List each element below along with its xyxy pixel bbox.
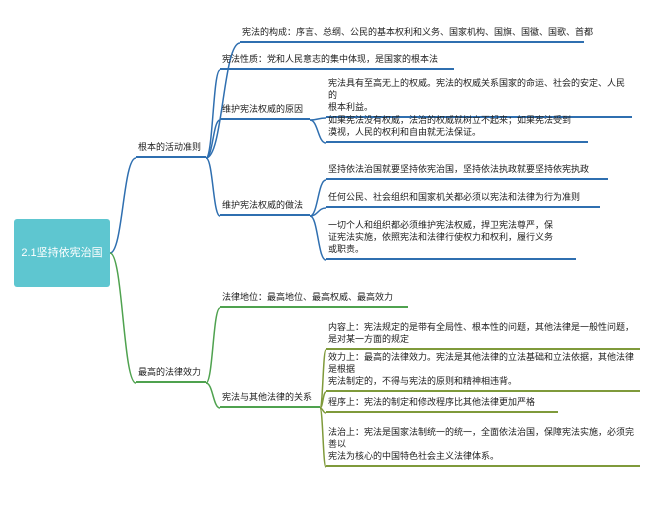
edge <box>310 208 326 216</box>
branch-node-B: 最高的法律效力 <box>136 365 206 383</box>
branch-node-B2d: 法治上：宪法是国家法制统一的统一，全面依法治国，保障宪法实施，必须完善以 宪法为… <box>326 425 640 467</box>
edge <box>310 120 326 143</box>
branch-node-A4c: 一切个人和组织都必须维护宪法权威，捍卫宪法尊严，保 证宪法实施，依照宪法和法律行… <box>326 218 576 260</box>
edge <box>206 308 220 383</box>
branch-node-B2: 宪法与其他法律的关系 <box>220 390 320 408</box>
edge <box>310 180 326 216</box>
leaf-node-A1: 宪法的构成：序言、总纲、公民的基本权利和义务、国家机构、国旗、国徽、国歌、首都 <box>240 25 584 43</box>
branch-node-B2a: 内容上：宪法规定的是带有全局性、根本性的问题，其他法律是一般性问题，是对某一方面… <box>326 320 640 350</box>
leaf-node-B1: 法律地位：最高地位、最高权威、最高效力 <box>220 290 408 308</box>
edge <box>310 118 326 120</box>
branch-node-A: 根本的活动准则 <box>136 140 206 158</box>
branch-node-A4a: 坚持依法治国就要坚持依宪治国，坚持依法执政就要坚持依宪执政 <box>326 162 608 180</box>
branch-node-B2b: 效力上：最高的法律效力。宪法是其他法律的立法基础和立法依据，其他法律是根据 宪法… <box>326 350 640 392</box>
edge <box>206 383 220 408</box>
leaf-node-A2: 宪法性质：党和人民意志的集中体现，是国家的根本法 <box>220 52 454 70</box>
branch-node-A3b: 如果宪法没有权威，法治的权威就树立不起来；如果宪法受到 漠视，人民的权利和自由就… <box>326 113 588 143</box>
branch-node-A4b: 任何公民、社会组织和国家机关都必须以宪法和法律为行为准则 <box>326 190 600 208</box>
edge <box>206 120 220 158</box>
branch-node-B2c: 程序上：宪法的制定和修改程序比其他法律更加严格 <box>326 395 558 413</box>
edge <box>206 70 220 158</box>
edge <box>206 158 220 216</box>
root-node: 2.1坚持依宪治国 <box>14 219 110 287</box>
edge <box>310 216 326 260</box>
mindmap-canvas: 2.1坚持依宪治国 根本的活动准则最高的法律效力 宪法的构成：序言、总纲、公民的基本… <box>0 0 646 510</box>
edge <box>110 253 136 383</box>
branch-node-A3: 维护宪法权威的原因 <box>220 102 310 120</box>
branch-node-A4: 维护宪法权威的做法 <box>220 198 310 216</box>
edge <box>110 158 136 253</box>
